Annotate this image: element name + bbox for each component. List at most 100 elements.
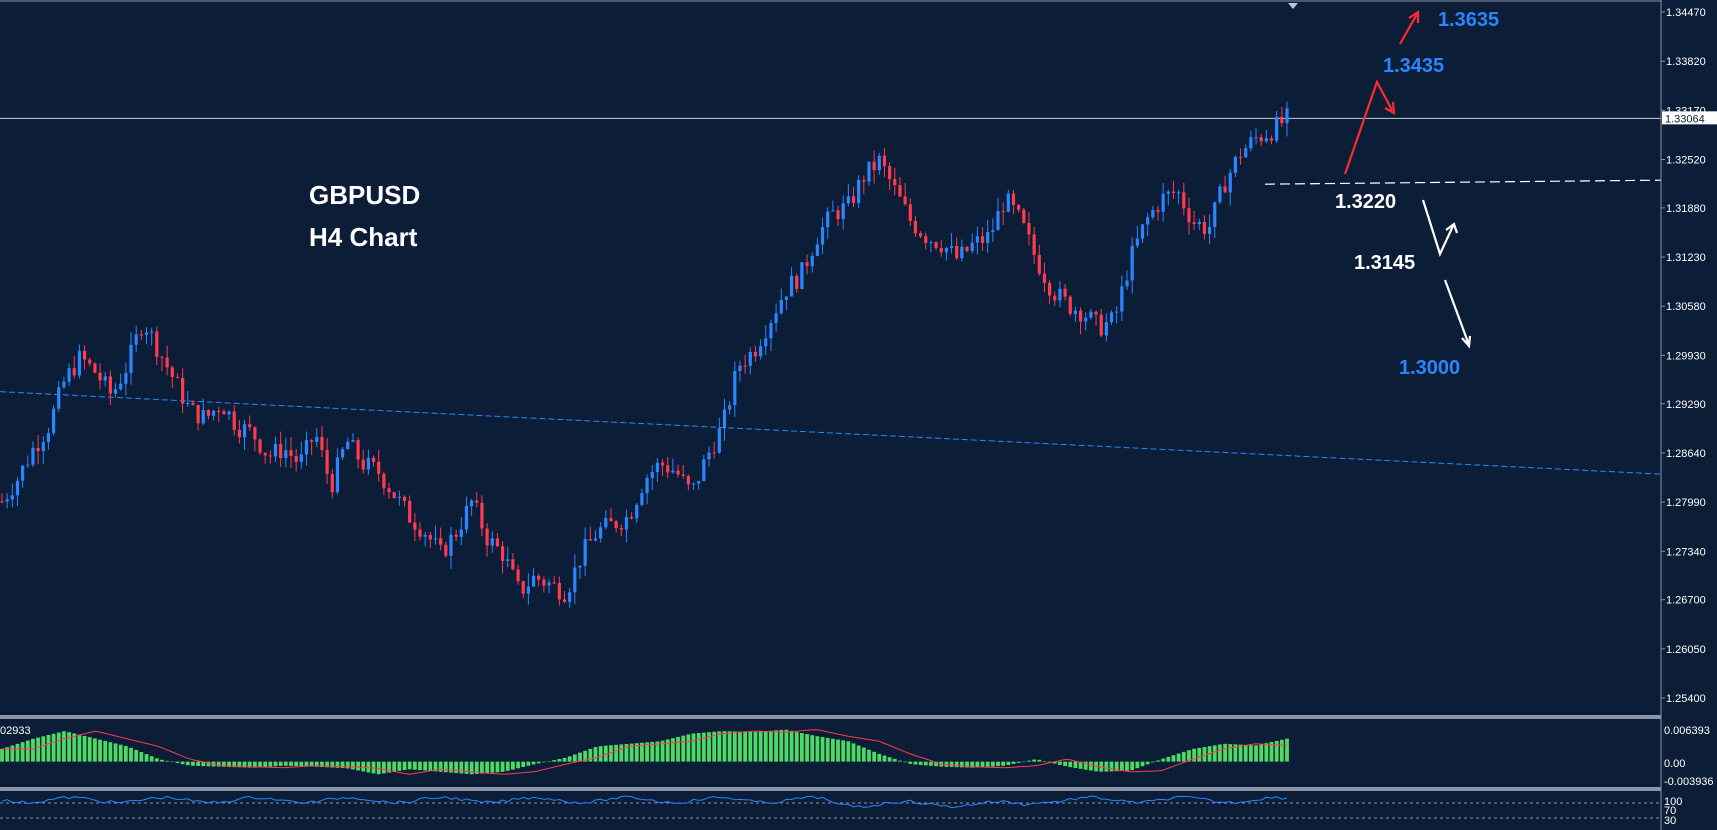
rsi-pane[interactable]: 100 70 30 [0,795,1682,827]
bear-candle [294,455,298,462]
macd-bar [356,761,360,771]
bull-candle [789,275,794,297]
bear-candle [511,559,515,570]
macd-bar [640,742,644,762]
macd-bar [1135,761,1140,769]
bear-candle [1171,191,1176,193]
bear-candle [155,331,159,357]
macd-current-value: 02933 [0,725,31,737]
macd-bar [970,761,975,768]
macd-bar [877,753,882,762]
bull-candle [810,255,814,267]
bear-candle [279,443,283,459]
macd-bar [789,730,794,762]
macd-bar [1011,761,1016,764]
macd-pane[interactable]: 02933 0.006393 0.00 -0.003936 [0,725,1714,788]
macd-bar [609,745,613,762]
main-price-pane[interactable] [0,101,1662,608]
bull-candle [624,516,629,530]
bull-candle [573,567,577,593]
bull-candle [26,464,30,466]
bear-candle [795,275,799,289]
macd-signal-line [2,729,1288,775]
macd-bar [1202,747,1207,762]
macd-bar [1042,761,1047,762]
support-line [1264,179,1662,185]
macd-bar [1088,761,1093,771]
bear-candle [1187,208,1191,223]
price-tick-label: 1.26700 [1666,595,1706,607]
macd-bar [170,761,175,763]
macd-bar [268,761,273,767]
macd-bar [882,755,887,762]
price-axis[interactable]: 1.344701.338201.331701.325201.318801.312… [1660,0,1717,830]
macd-bar [655,741,660,762]
macd-bar [717,731,722,762]
macd-bar [20,742,25,762]
macd-bar [985,761,990,767]
bull-candle [707,452,711,460]
macd-bar [1254,745,1258,762]
bear-candle [480,502,484,529]
bull-candle [113,389,118,394]
macd-bar [541,761,546,763]
macd-bar [954,761,959,768]
macd-bar [10,745,15,762]
bull-candle [1249,137,1253,149]
macd-bar [526,761,531,766]
bull-candle [728,405,732,410]
macd-bar [175,761,180,764]
macd-bar [660,740,665,762]
macd-bar [1248,745,1253,762]
macd-bar [206,761,211,767]
macd-bar [330,761,335,768]
bull-candle [650,472,654,479]
macd-bar [15,743,20,762]
macd-bar [996,761,1000,767]
bear-candle [676,470,680,475]
macd-bar [1212,745,1217,762]
macd-bar [727,731,732,762]
current-price-label: 1.33064 [1665,113,1705,125]
macd-bar [1068,761,1073,768]
bear-candle [1202,221,1207,234]
bear-candle [325,450,329,475]
macd-bar [222,761,226,767]
bear-candle [1280,116,1284,124]
macd-bar [918,761,923,765]
macd-bar [1166,756,1171,762]
bullish-arrow-2-head-icon [1408,9,1420,23]
macd-bar [898,760,902,762]
macd-bar [314,761,319,767]
bear-candle [1063,288,1067,297]
bull-candle [645,478,649,494]
macd-bar [645,742,649,762]
bull-candle [506,559,510,562]
macd-bar [36,737,41,762]
bull-candle [748,351,752,366]
macd-bar [464,761,469,774]
bull-candle [759,346,763,357]
macd-bar [469,761,474,775]
macd-bar [1176,753,1181,762]
macd-bar [1037,759,1042,762]
bear-candle [1053,295,1057,301]
rsi-top-label: 100 [1664,796,1682,808]
support-label-2: 1.3145 [1354,252,1415,274]
ma-line [0,391,1662,475]
target-label-2: 1.3435 [1383,55,1444,77]
shift-marker-icon[interactable] [1288,3,1298,9]
macd-bar [557,758,562,762]
bear-candle [387,488,391,493]
macd-bar [980,761,985,768]
bull-candle [103,376,107,381]
macd-bar [567,756,572,762]
bull-candle [1140,224,1145,239]
bull-candle [144,332,149,335]
macd-bar [975,761,980,768]
bear-candle [934,242,938,249]
bull-candle [15,480,20,496]
macd-bar [185,761,190,766]
macd-bar [598,746,603,762]
